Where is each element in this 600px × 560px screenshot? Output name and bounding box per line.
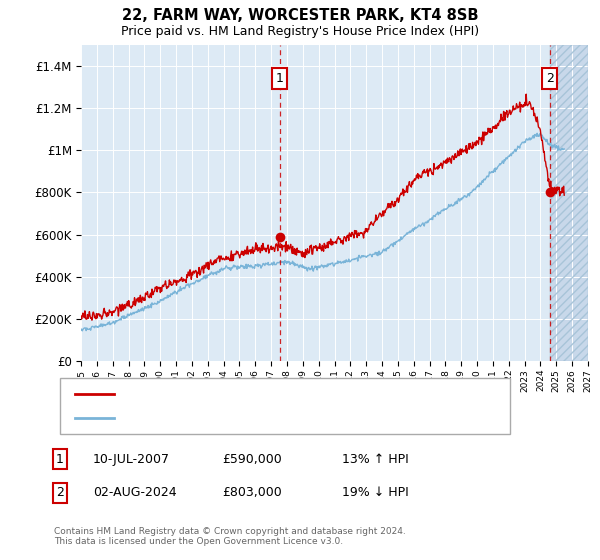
Text: 22, FARM WAY, WORCESTER PARK, KT4 8SB (detached house): 22, FARM WAY, WORCESTER PARK, KT4 8SB (d… [123, 389, 466, 399]
Text: Price paid vs. HM Land Registry's House Price Index (HPI): Price paid vs. HM Land Registry's House … [121, 25, 479, 38]
Text: 1: 1 [56, 452, 64, 466]
Text: 2: 2 [546, 72, 554, 85]
Text: 1: 1 [275, 72, 283, 85]
Text: £590,000: £590,000 [222, 452, 282, 466]
Text: £803,000: £803,000 [222, 486, 282, 500]
Text: 22, FARM WAY, WORCESTER PARK, KT4 8SB: 22, FARM WAY, WORCESTER PARK, KT4 8SB [122, 8, 478, 24]
Text: 13% ↑ HPI: 13% ↑ HPI [342, 452, 409, 466]
Text: HPI: Average price, detached house, Sutton: HPI: Average price, detached house, Sutt… [123, 413, 366, 423]
Bar [550, 45, 588, 361]
Text: Contains HM Land Registry data © Crown copyright and database right 2024.
This d: Contains HM Land Registry data © Crown c… [54, 526, 406, 546]
Bar [550, 45, 588, 361]
Text: 19% ↓ HPI: 19% ↓ HPI [342, 486, 409, 500]
Text: 02-AUG-2024: 02-AUG-2024 [93, 486, 176, 500]
Text: 10-JUL-2007: 10-JUL-2007 [93, 452, 170, 466]
Text: 2: 2 [56, 486, 64, 500]
